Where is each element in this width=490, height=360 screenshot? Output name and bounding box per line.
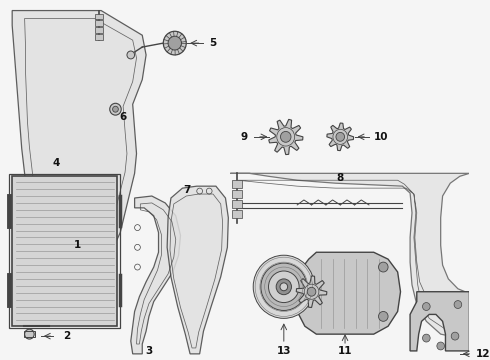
Bar — [232, 210, 242, 218]
Bar — [232, 200, 242, 208]
Text: 12: 12 — [476, 349, 490, 359]
Bar — [232, 180, 242, 188]
Circle shape — [307, 287, 316, 296]
Circle shape — [378, 262, 388, 272]
Polygon shape — [167, 186, 228, 354]
Polygon shape — [131, 196, 180, 354]
Bar — [96, 27, 103, 33]
Bar — [9, 174, 120, 328]
Polygon shape — [296, 276, 327, 307]
Circle shape — [378, 311, 388, 321]
Text: 7: 7 — [184, 185, 191, 195]
Circle shape — [422, 334, 430, 342]
Polygon shape — [410, 292, 469, 351]
Bar — [96, 21, 103, 26]
Circle shape — [163, 31, 186, 55]
Circle shape — [24, 329, 34, 339]
Text: 9: 9 — [241, 132, 247, 142]
Polygon shape — [230, 173, 469, 338]
Bar — [12, 176, 118, 326]
Text: 11: 11 — [338, 346, 352, 356]
Circle shape — [437, 342, 444, 350]
Text: 6: 6 — [120, 112, 127, 122]
Text: 5: 5 — [209, 38, 217, 48]
Circle shape — [127, 51, 135, 59]
Bar — [232, 190, 242, 198]
Polygon shape — [12, 10, 146, 262]
Circle shape — [280, 131, 291, 142]
Circle shape — [113, 106, 119, 112]
Circle shape — [336, 132, 344, 141]
Bar — [96, 34, 103, 40]
Circle shape — [168, 36, 181, 50]
Bar — [24, 331, 35, 337]
Circle shape — [110, 103, 121, 115]
Text: 13: 13 — [276, 346, 291, 356]
Polygon shape — [269, 120, 303, 154]
Text: 4: 4 — [52, 158, 60, 168]
Circle shape — [422, 302, 430, 310]
Circle shape — [280, 283, 288, 291]
Text: 2: 2 — [63, 331, 70, 341]
Circle shape — [454, 301, 462, 309]
Circle shape — [276, 279, 292, 295]
Circle shape — [253, 255, 315, 318]
Circle shape — [269, 271, 299, 302]
Circle shape — [451, 332, 459, 340]
Polygon shape — [327, 123, 354, 150]
Bar — [96, 14, 103, 19]
Polygon shape — [295, 252, 400, 334]
Text: 3: 3 — [146, 346, 152, 356]
Text: 8: 8 — [337, 173, 344, 183]
Text: 1: 1 — [74, 240, 81, 250]
Circle shape — [261, 263, 307, 310]
Text: 10: 10 — [374, 132, 388, 142]
